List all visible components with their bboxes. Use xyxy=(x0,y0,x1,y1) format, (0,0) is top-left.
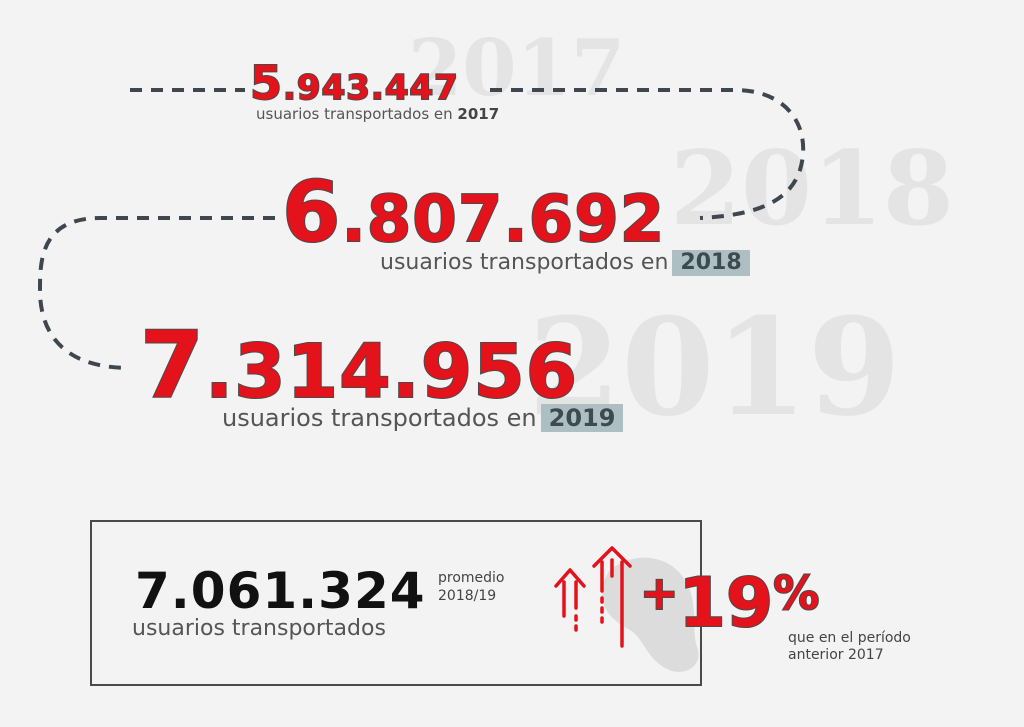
number-rest: .943.447 xyxy=(282,68,459,108)
users-2019-number: 7.314.956 xyxy=(139,319,579,415)
caption-text: usuarios transportados en xyxy=(222,404,537,432)
average-number: 7.061.324 xyxy=(135,562,426,620)
users-2019-caption: usuarios transportados en 2019 xyxy=(222,404,624,432)
change-label-line2: anterior 2017 xyxy=(788,646,884,663)
change-sign: + xyxy=(639,566,680,620)
users-2017-number: 5.943.447 xyxy=(249,59,459,108)
change-value: 19 xyxy=(678,564,775,643)
users-2017-caption: usuarios transportados en 2017 xyxy=(256,107,499,122)
users-2018-number: 6.807.692 xyxy=(281,169,666,257)
number-lead: 7 xyxy=(139,312,206,419)
change-label: que en el período anterior 2017 xyxy=(788,630,911,664)
number-rest: .314.956 xyxy=(204,329,579,415)
summary-box xyxy=(90,520,702,686)
change-label-line1: que en el período xyxy=(788,630,911,646)
watermark-2017: 2017 xyxy=(408,23,626,114)
change-percent: +19% xyxy=(639,569,820,639)
number-rest: .807.692 xyxy=(340,183,666,257)
map-blob xyxy=(601,557,699,672)
up-arrows-icon xyxy=(554,546,632,648)
average-label: promedio 2018/19 xyxy=(438,570,505,605)
number-lead: 5 xyxy=(249,56,284,110)
change-unit: % xyxy=(772,566,820,620)
caption-text: usuarios transportados en xyxy=(380,250,669,275)
year-badge: 2019 xyxy=(540,404,624,432)
average-label-line2: 2018/19 xyxy=(438,587,497,604)
number-lead: 6 xyxy=(281,163,342,261)
average-caption: usuarios transportados xyxy=(132,616,386,641)
caption-text: usuarios transportados en xyxy=(256,105,453,123)
users-2018-caption: usuarios transportados en 2018 xyxy=(380,250,750,276)
year-badge: 2018 xyxy=(672,250,750,276)
watermark-2018: 2018 xyxy=(670,129,954,249)
year-label: 2017 xyxy=(457,105,500,123)
average-label-line1: promedio xyxy=(438,570,505,586)
